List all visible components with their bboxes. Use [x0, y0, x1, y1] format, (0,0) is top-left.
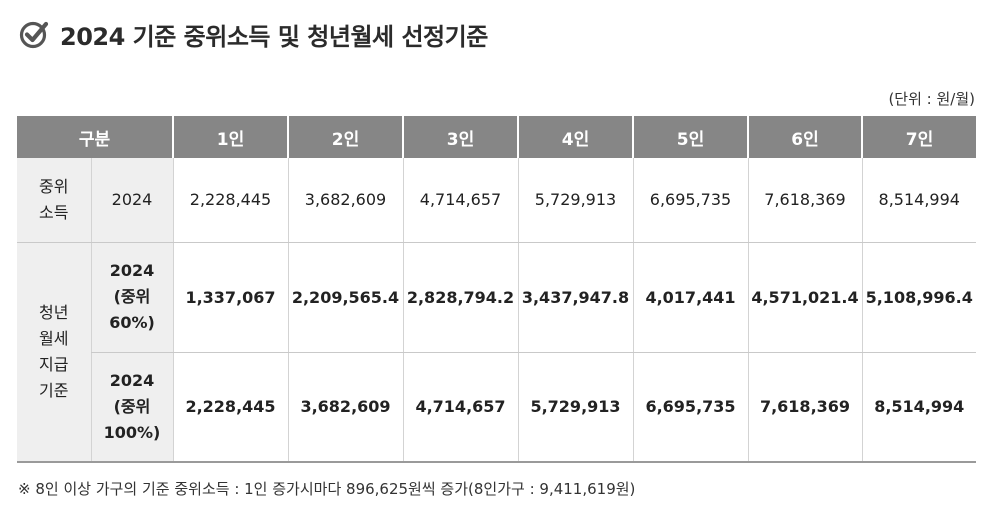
row-label-youth-rent: 청년 월세 지급 기준	[17, 242, 91, 463]
table-header-row: 구분 1인 2인 3인 4인 5인 6인 7인	[17, 116, 976, 158]
row-sub-label: 2024	[90, 158, 173, 243]
header-category: 구분	[17, 116, 173, 158]
table-cell: 4,714,657	[402, 352, 518, 463]
table-cell: 4,571,021.4	[747, 242, 862, 353]
footnote: ※ 8인 이상 가구의 기준 중위소득 : 1인 증가시마다 896,625원씩…	[18, 480, 636, 498]
table-cell: 3,437,947.8	[517, 242, 633, 353]
header-col: 3인	[402, 116, 518, 158]
table-cell: 6,695,735	[632, 158, 748, 243]
table-cell: 3,682,609	[287, 158, 403, 243]
header-col: 2인	[287, 116, 403, 158]
table-row: 청년 월세 지급 기준 2024 (중위 60%) 1,337,067 2,20…	[17, 242, 976, 463]
table-cell: 6,695,735	[632, 352, 748, 463]
check-circle-icon	[19, 21, 49, 49]
header-col: 6인	[747, 116, 862, 158]
table-cell: 2,228,445	[172, 158, 288, 243]
table-cell: 2,209,565.4	[287, 242, 403, 353]
page-title: 2024 기준 중위소득 및 청년월세 선정기준	[60, 22, 488, 51]
header-col: 7인	[861, 116, 976, 158]
table-cell: 2,828,794.2	[402, 242, 518, 353]
page-title-block: 2024 기준 중위소득 및 청년월세 선정기준	[18, 16, 488, 52]
table-cell: 8,514,994	[861, 158, 976, 243]
row-label-median-income: 중위 소득	[17, 158, 91, 243]
table-cell: 5,729,913	[517, 352, 633, 463]
table-cell: 7,618,369	[747, 352, 862, 463]
header-col: 1인	[172, 116, 288, 158]
table-row: 2024 (중위 100%) 2,228,445 3,682,609 4,714…	[17, 352, 976, 463]
unit-label: (단위 : 원/월)	[888, 90, 975, 108]
table-cell: 1,337,067	[172, 242, 288, 353]
table-cell: 7,618,369	[747, 158, 862, 243]
header-col: 4인	[517, 116, 633, 158]
table-cell: 4,714,657	[402, 158, 518, 243]
header-col: 5인	[632, 116, 748, 158]
table-cell: 3,682,609	[287, 352, 403, 463]
row-sub-label: 2024 (중위 100%)	[90, 352, 173, 463]
table-cell: 2,228,445	[172, 352, 288, 463]
table-cell: 5,729,913	[517, 158, 633, 243]
table-cell: 5,108,996.4	[861, 242, 976, 353]
table-cell: 8,514,994	[861, 352, 976, 463]
row-sub-label: 2024 (중위 60%)	[90, 242, 173, 353]
income-criteria-table: 구분 1인 2인 3인 4인 5인 6인 7인 중위 소득 2024 2,228…	[17, 116, 976, 463]
table-row: 중위 소득 2024 2,228,445 3,682,609 4,714,657…	[17, 158, 976, 243]
table-cell: 4,017,441	[632, 242, 748, 353]
